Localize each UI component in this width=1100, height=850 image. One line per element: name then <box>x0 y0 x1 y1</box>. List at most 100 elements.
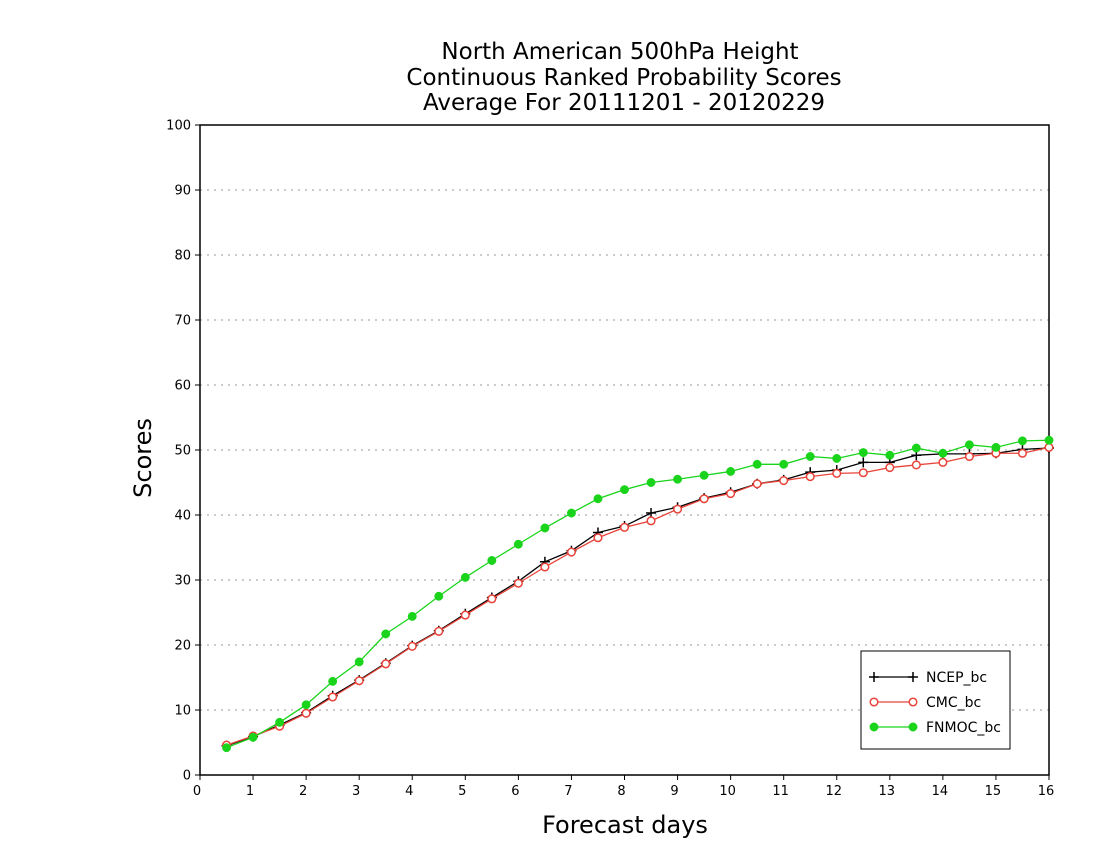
data-point <box>487 556 497 565</box>
data-point <box>620 485 629 495</box>
data-point <box>248 732 258 742</box>
x-tick-label: 3 <box>352 784 360 799</box>
data-point <box>487 594 497 604</box>
legend-marker <box>869 722 879 732</box>
legend-box <box>860 650 1011 750</box>
data-point <box>673 504 683 514</box>
legend-label: NCEP_bc <box>926 670 987 686</box>
data-point <box>566 547 576 557</box>
data-point <box>354 657 364 667</box>
y-tick-label: 40 <box>174 509 191 524</box>
data-point <box>434 591 444 601</box>
legend-item-FNMOC_bc: FNMOC_bc <box>869 720 1001 736</box>
y-tick-label: 10 <box>174 704 191 719</box>
title-line-3: Average For 20111201 - 20120229 <box>423 90 825 116</box>
data-point <box>566 508 576 518</box>
y-tick-label: 70 <box>174 314 191 329</box>
data-point <box>964 451 974 462</box>
data-point <box>460 610 470 620</box>
y-tick-label: 80 <box>174 249 191 264</box>
data-point <box>832 468 842 478</box>
data-point <box>513 578 523 588</box>
data-point <box>540 562 550 572</box>
series-line <box>226 439 1050 749</box>
data-point <box>619 522 630 532</box>
y-tick-label: 90 <box>174 184 191 199</box>
data-point <box>805 472 815 482</box>
y-tick-label: 0 <box>183 769 191 784</box>
data-point <box>301 700 311 710</box>
x-tick-label: 7 <box>564 784 572 799</box>
chart-title: North American 500hPa Height Continuous … <box>406 39 841 116</box>
data-point <box>832 454 842 463</box>
data-point <box>381 629 391 639</box>
legend: NCEP_bc CMC_bc FNMOC_bc <box>860 650 1011 750</box>
legend-marker <box>908 697 918 707</box>
x-tick-label: 1 <box>246 784 254 799</box>
y-tick-label: 50 <box>174 444 191 459</box>
data-point <box>779 476 789 486</box>
data-point <box>911 443 921 453</box>
x-tick-label: 2 <box>299 784 307 799</box>
x-tick-label: 5 <box>458 784 466 799</box>
x-tick-label: 6 <box>511 784 519 799</box>
data-point <box>407 641 417 651</box>
y-tick-label: 30 <box>174 574 191 589</box>
legend-label: FNMOC_bc <box>926 720 1001 736</box>
data-point <box>699 494 709 504</box>
data-point <box>593 533 603 543</box>
title-line-1: North American 500hPa Height <box>441 39 798 65</box>
data-point <box>460 572 470 582</box>
data-point <box>938 448 948 458</box>
data-point <box>1017 448 1028 458</box>
data-point <box>752 459 762 469</box>
data-point <box>858 468 868 478</box>
data-point <box>805 452 815 461</box>
y-axis-title: Scores <box>129 418 157 498</box>
data-point <box>407 611 417 621</box>
x-tick-label: 15 <box>985 784 1002 799</box>
data-point <box>434 626 444 636</box>
data-point <box>301 708 311 718</box>
data-point <box>726 467 736 476</box>
data-point <box>646 478 656 487</box>
title-line-2: Continuous Ranked Probability Scores <box>406 65 841 91</box>
data-point <box>222 743 231 753</box>
data-point <box>646 516 656 526</box>
data-point <box>673 474 683 484</box>
x-tick-label: 11 <box>772 784 789 799</box>
series <box>221 435 1054 753</box>
grid <box>200 189 1049 711</box>
data-point <box>1044 435 1054 445</box>
data-point <box>328 676 338 686</box>
data-point <box>1018 436 1027 446</box>
data-point <box>938 457 948 467</box>
data-point <box>328 692 338 702</box>
x-tick-label: 14 <box>932 784 949 799</box>
data-point <box>1044 442 1054 452</box>
data-point <box>381 659 391 669</box>
data-point <box>593 494 603 504</box>
data-point <box>858 457 869 468</box>
legend-marker <box>908 672 918 682</box>
data-point <box>540 523 550 533</box>
series-FNMOC_bc <box>222 435 1054 753</box>
x-tick-label: 16 <box>1038 784 1055 799</box>
x-tick-label: 4 <box>405 784 413 799</box>
y-tick-label: 60 <box>174 379 191 394</box>
x-axis-title: Forecast days <box>542 811 708 839</box>
legend-marker <box>869 672 879 682</box>
legend-item-CMC_bc: CMC_bc <box>869 695 981 711</box>
legend-item-NCEP_bc: NCEP_bc <box>869 670 987 686</box>
x-tick-label: 13 <box>879 784 896 799</box>
x-tick-label: 8 <box>617 784 625 799</box>
data-point <box>779 459 789 469</box>
data-point <box>752 479 762 489</box>
legend-marker <box>869 697 879 707</box>
data-point <box>513 539 523 549</box>
data-point <box>885 463 895 473</box>
x-tick-label: 0 <box>193 784 201 799</box>
data-point <box>275 717 285 727</box>
